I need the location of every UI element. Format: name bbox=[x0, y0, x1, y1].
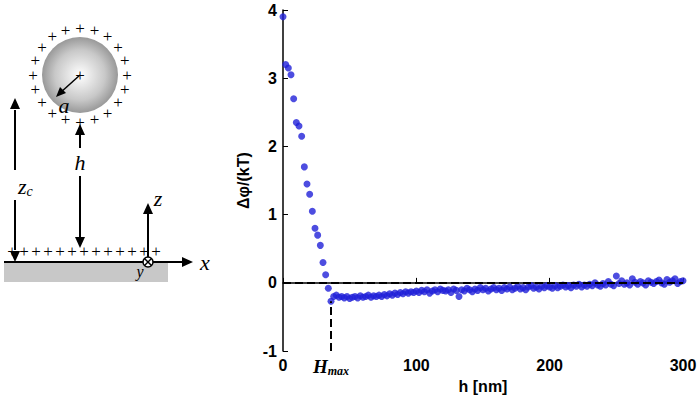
svg-text:-1: -1 bbox=[263, 343, 277, 360]
svg-text:+: + bbox=[127, 242, 137, 261]
svg-text:0: 0 bbox=[279, 357, 288, 374]
svg-text:+: + bbox=[19, 242, 29, 261]
svg-text:+: + bbox=[79, 242, 89, 261]
svg-text:+: + bbox=[48, 27, 58, 46]
svg-text:+: + bbox=[113, 93, 123, 112]
svg-text:1: 1 bbox=[268, 206, 277, 223]
svg-text:3: 3 bbox=[268, 70, 277, 87]
svg-text:300: 300 bbox=[670, 357, 697, 374]
svg-text:+: + bbox=[139, 242, 149, 261]
svg-text:+: + bbox=[61, 21, 71, 40]
svg-text:4: 4 bbox=[268, 2, 277, 19]
svg-text:+: + bbox=[122, 66, 132, 85]
svg-text:+: + bbox=[120, 51, 130, 70]
svg-text:+: + bbox=[61, 110, 71, 129]
svg-text:+: + bbox=[7, 242, 17, 261]
svg-text:+: + bbox=[75, 113, 85, 132]
svg-text:+: + bbox=[103, 104, 113, 123]
svg-text:+: + bbox=[55, 242, 65, 261]
svg-text:+: + bbox=[67, 242, 77, 261]
svg-text:+: + bbox=[48, 104, 58, 123]
svg-text:+: + bbox=[75, 19, 85, 38]
svg-text:+: + bbox=[103, 27, 113, 46]
svg-text:2: 2 bbox=[268, 138, 277, 155]
svg-text:+: + bbox=[37, 38, 47, 57]
svg-text:+: + bbox=[113, 38, 123, 57]
svg-text:+: + bbox=[120, 80, 130, 99]
svg-text:+: + bbox=[90, 21, 100, 40]
svg-text:+: + bbox=[43, 242, 53, 261]
svg-text:+: + bbox=[31, 80, 41, 99]
svg-text:z: z bbox=[153, 186, 163, 211]
svg-text:+: + bbox=[90, 110, 100, 129]
svg-text:max: max bbox=[328, 364, 349, 378]
svg-text:+: + bbox=[151, 242, 161, 261]
svg-text:x: x bbox=[199, 250, 210, 275]
svg-text:Δφ/(kT): Δφ/(kT) bbox=[235, 152, 252, 209]
svg-text:+: + bbox=[31, 51, 41, 70]
svg-text:+: + bbox=[37, 93, 47, 112]
svg-text:a: a bbox=[59, 93, 70, 118]
svg-text:y: y bbox=[134, 263, 144, 281]
svg-text:+: + bbox=[75, 66, 85, 85]
svg-text:+: + bbox=[103, 242, 113, 261]
svg-text:200: 200 bbox=[536, 357, 563, 374]
svg-text:+: + bbox=[31, 242, 41, 261]
svg-text:+: + bbox=[91, 242, 101, 261]
svg-text:zc: zc bbox=[17, 174, 34, 199]
svg-text:h: h bbox=[75, 150, 86, 175]
svg-text:+: + bbox=[115, 242, 125, 261]
svg-text:h [nm]: h [nm] bbox=[459, 378, 508, 395]
svg-text:H: H bbox=[312, 356, 329, 377]
svg-text:+: + bbox=[28, 66, 38, 85]
svg-text:100: 100 bbox=[403, 357, 430, 374]
svg-text:0: 0 bbox=[268, 274, 277, 291]
